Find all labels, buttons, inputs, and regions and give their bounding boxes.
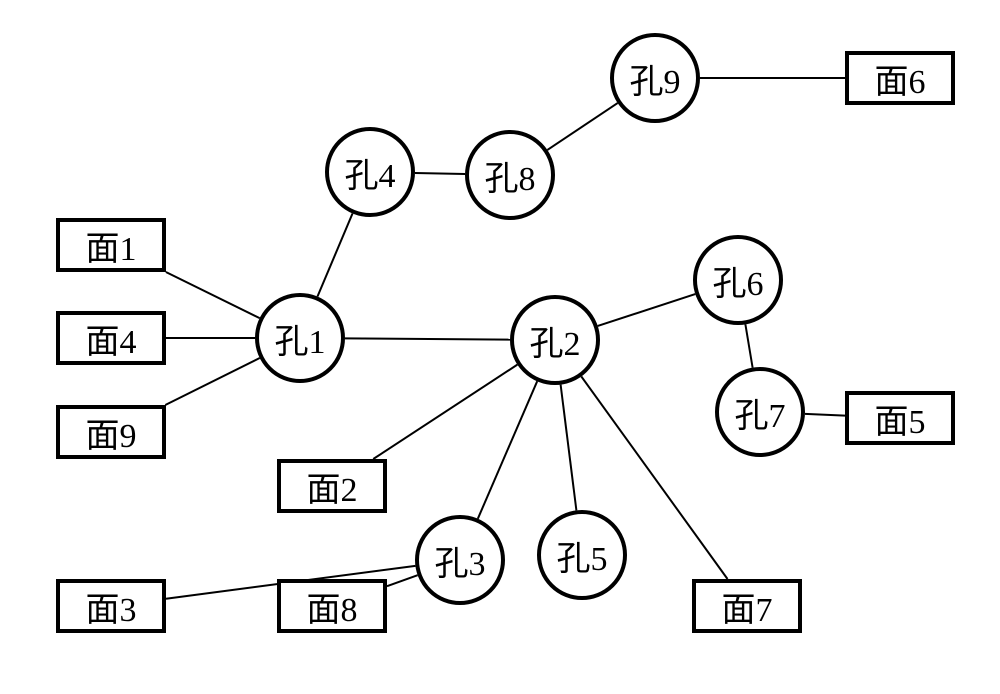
edge xyxy=(598,294,695,326)
diagram-canvas: 孔1 孔2 孔3 孔4 孔5 孔6 孔7 孔8 孔9 面1 面2 面3 面4 面5 面6 面7 面8 面9 xyxy=(0,0,1000,694)
face-node-m4: 面4 xyxy=(56,311,166,365)
hole-node-k9: 孔9 xyxy=(610,33,700,123)
edge xyxy=(387,575,418,586)
edge xyxy=(745,324,752,367)
node-label: 孔4 xyxy=(345,148,396,197)
edge xyxy=(547,103,617,150)
edge xyxy=(166,272,260,318)
hole-node-k1: 孔1 xyxy=(255,293,345,383)
hole-node-k4: 孔4 xyxy=(325,127,415,217)
node-label: 孔5 xyxy=(557,531,608,580)
node-label: 孔8 xyxy=(485,151,536,200)
hole-node-k8: 孔8 xyxy=(465,130,555,220)
node-label: 孔6 xyxy=(713,256,764,305)
node-label: 面2 xyxy=(307,462,358,511)
face-node-m5: 面5 xyxy=(845,391,955,445)
node-label: 面4 xyxy=(86,314,137,363)
edge xyxy=(561,385,577,511)
node-label: 孔3 xyxy=(435,536,486,585)
node-label: 面9 xyxy=(86,408,137,457)
face-node-m2: 面2 xyxy=(277,459,387,513)
edge xyxy=(415,173,465,174)
edge xyxy=(805,414,845,416)
node-label: 面8 xyxy=(307,582,358,631)
node-label: 面6 xyxy=(875,54,926,103)
face-node-m3: 面3 xyxy=(56,579,166,633)
hole-node-k5: 孔5 xyxy=(537,510,627,600)
face-node-m1: 面1 xyxy=(56,218,166,272)
edge xyxy=(317,213,352,296)
face-node-m6: 面6 xyxy=(845,51,955,105)
hole-node-k6: 孔6 xyxy=(693,235,783,325)
node-label: 面1 xyxy=(86,221,137,270)
edge xyxy=(373,365,517,459)
edge xyxy=(478,381,537,518)
node-label: 面5 xyxy=(875,394,926,443)
face-node-m8: 面8 xyxy=(277,579,387,633)
hole-node-k3: 孔3 xyxy=(415,515,505,605)
face-node-m9: 面9 xyxy=(56,405,166,459)
hole-node-k2: 孔2 xyxy=(510,295,600,385)
node-label: 面7 xyxy=(722,582,773,631)
node-label: 孔7 xyxy=(735,388,786,437)
node-label: 孔9 xyxy=(630,54,681,103)
face-node-m7: 面7 xyxy=(692,579,802,633)
node-label: 孔2 xyxy=(530,316,581,365)
edge xyxy=(345,338,510,339)
hole-node-k7: 孔7 xyxy=(715,367,805,457)
edge xyxy=(165,358,259,405)
node-label: 面3 xyxy=(86,582,137,631)
node-label: 孔1 xyxy=(275,314,326,363)
